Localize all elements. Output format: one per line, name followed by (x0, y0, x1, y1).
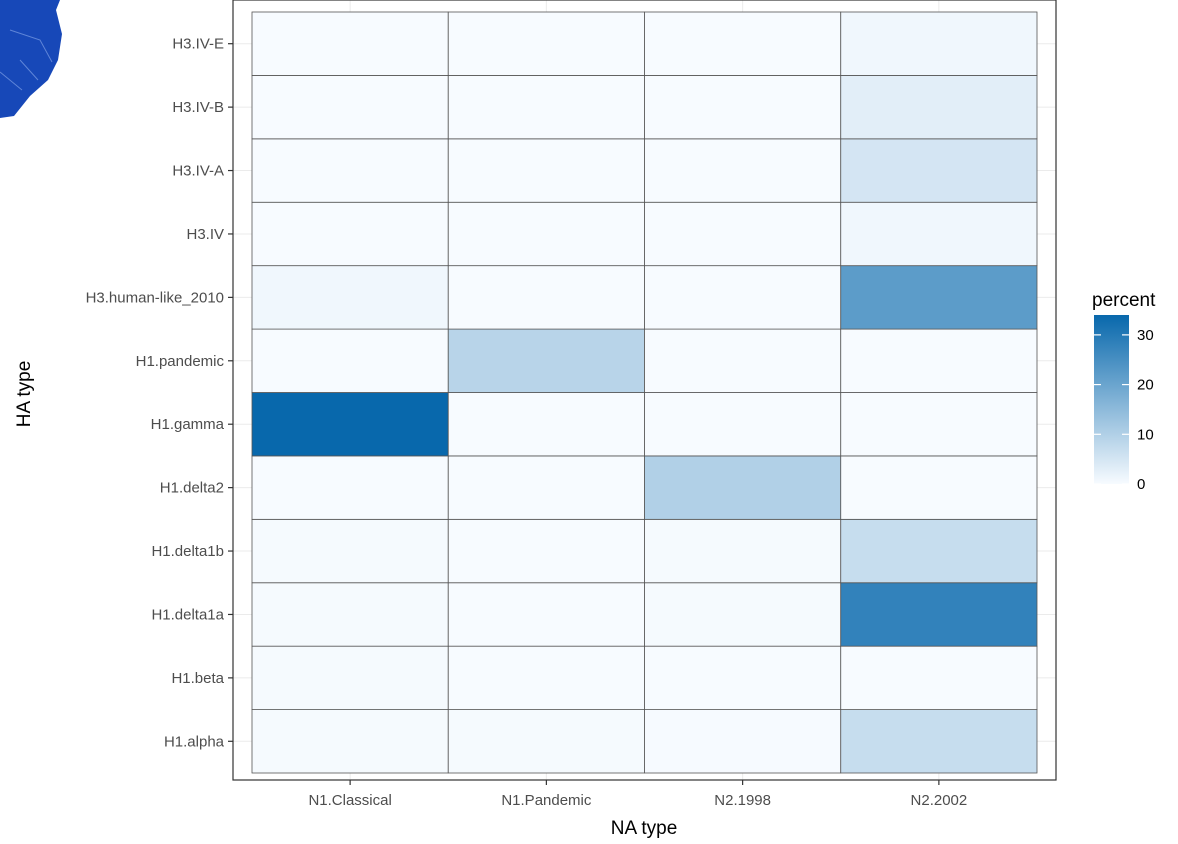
y-tick-label: H1.delta1b (151, 543, 224, 560)
heatmap-cell (840, 455, 1038, 520)
heatmap-cell (840, 582, 1038, 647)
heatmap-cell (644, 265, 842, 330)
y-tick-label: H3.IV-B (172, 99, 224, 116)
x-tick-label: N1.Classical (308, 792, 391, 809)
heatmap-cell (840, 645, 1038, 710)
heatmap-cell (840, 201, 1038, 267)
heatmap-cell (840, 328, 1038, 393)
heatmap-cell (840, 265, 1038, 330)
x-tick-label: N2.2002 (911, 792, 968, 809)
y-tick-label: H1.delta2 (160, 480, 224, 497)
heatmap-cell (644, 709, 842, 774)
heatmap-cell (840, 709, 1038, 774)
heatmap-cell (840, 11, 1038, 76)
color-legend: percent 0 10 20 30 (1092, 290, 1156, 493)
heatmap-cell (447, 201, 645, 267)
heatmap-cell (251, 392, 449, 457)
heatmap-cell (447, 645, 645, 710)
map-region-lines (0, 29, 53, 91)
heatmap-cell (447, 265, 645, 330)
heatmap-cell (644, 582, 842, 647)
x-axis-title: NA type (611, 818, 678, 839)
legend-tick-label: 30 (1137, 327, 1154, 344)
heatmap-cells (251, 11, 1038, 774)
heatmap-cell (644, 201, 842, 267)
map-thumbnail (0, 0, 62, 118)
x-axis: N1.Classical N1.Pandemic N2.1998 N2.2002 (308, 780, 967, 809)
y-tick-label: H1.pandemic (136, 353, 225, 370)
legend-tick-label: 10 (1137, 426, 1154, 443)
y-axis-title: HA type (14, 361, 35, 428)
x-tick-label: N2.1998 (714, 792, 771, 809)
legend-colorbar (1094, 315, 1129, 484)
map-shape (0, 0, 62, 118)
heatmap-cell (644, 138, 842, 203)
x-tick-label: N1.Pandemic (501, 792, 592, 809)
heatmap-cell (644, 518, 842, 584)
heatmap-cell (251, 75, 449, 140)
y-tick-label: H1.alpha (164, 733, 225, 750)
heatmap-cell (447, 709, 645, 774)
y-tick-label: H3.human-like_2010 (86, 289, 224, 306)
heatmap-cell (644, 455, 842, 520)
heatmap-cell (644, 11, 842, 76)
heatmap-cell (251, 138, 449, 203)
heatmap-cell (251, 518, 449, 584)
heatmap-cell (251, 265, 449, 330)
y-axis: H1.alpha H1.beta H1.delta1a H1.delta1b H1.de… (86, 36, 233, 750)
y-tick-label: H3.IV (186, 226, 224, 243)
heatmap-cell (447, 518, 645, 584)
legend-tick-label: 0 (1137, 476, 1145, 493)
y-tick-label: H3.IV-E (172, 36, 224, 53)
panel-border (232, 0, 1057, 781)
legend-title: percent (1092, 290, 1156, 311)
heatmap-cell (447, 455, 645, 520)
heatmap-cell (447, 138, 645, 203)
heatmap-cell (447, 11, 645, 76)
y-tick-label: H1.delta1a (151, 606, 224, 623)
heatmap-cell (251, 709, 449, 774)
heatmap-cell (251, 645, 449, 710)
heatmap-cell (840, 518, 1038, 584)
heatmap-cell (644, 328, 842, 393)
heatmap-cell (251, 328, 449, 393)
heatmap-cell (644, 392, 842, 457)
heatmap-cell (447, 75, 645, 140)
heatmap-cell (447, 582, 645, 647)
heatmap-cell (447, 392, 645, 457)
heatmap-cell (840, 75, 1038, 140)
legend-tick-label: 20 (1137, 377, 1154, 394)
heatmap-cell (251, 201, 449, 267)
heatmap-cell (840, 138, 1038, 203)
y-tick-label: H3.IV-A (172, 163, 224, 180)
heatmap-cell (447, 328, 645, 393)
heatmap-cell (644, 75, 842, 140)
heatmap-cell (251, 455, 449, 520)
heatmap-cell (251, 582, 449, 647)
y-tick-label: H1.beta (171, 670, 224, 687)
heatmap-cell (644, 645, 842, 710)
heatmap-cell (251, 11, 449, 76)
heatmap-cell (840, 392, 1038, 457)
y-tick-label: H1.gamma (151, 416, 225, 433)
